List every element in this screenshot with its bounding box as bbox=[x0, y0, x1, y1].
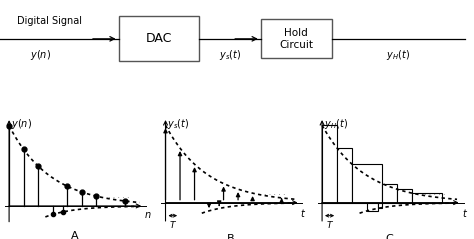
Text: $T$: $T$ bbox=[326, 219, 334, 230]
Text: $y_s(t)$: $y_s(t)$ bbox=[219, 48, 241, 62]
Text: $y(n)$: $y(n)$ bbox=[30, 48, 51, 62]
Bar bbox=[118, 16, 199, 61]
Text: B: B bbox=[227, 234, 235, 239]
Bar bbox=[378, 203, 382, 208]
Bar bbox=[337, 148, 352, 203]
Bar bbox=[352, 164, 382, 203]
Text: $y_H(t)$: $y_H(t)$ bbox=[386, 48, 410, 62]
Text: $y(n)$: $y(n)$ bbox=[10, 117, 31, 131]
Text: . . . . .: . . . . . bbox=[264, 188, 285, 197]
Text: $y_s(t)$: $y_s(t)$ bbox=[167, 117, 190, 131]
Bar bbox=[367, 203, 378, 211]
Text: A: A bbox=[71, 231, 78, 239]
Text: $y_H(t)$: $y_H(t)$ bbox=[324, 117, 347, 131]
Text: Hold
Circuit: Hold Circuit bbox=[279, 28, 313, 50]
Text: C: C bbox=[386, 234, 393, 239]
Text: . . . . .: . . . . . bbox=[108, 191, 129, 200]
Bar bbox=[397, 189, 412, 203]
Bar bbox=[382, 184, 397, 203]
Text: Digital Signal: Digital Signal bbox=[17, 16, 82, 26]
Bar bbox=[322, 125, 337, 203]
Text: $T$: $T$ bbox=[169, 219, 177, 230]
Text: $t$: $t$ bbox=[301, 207, 307, 219]
Bar bbox=[412, 193, 442, 203]
Bar bbox=[261, 19, 332, 58]
Text: $t$: $t$ bbox=[462, 207, 468, 219]
Text: DAC: DAC bbox=[146, 32, 172, 45]
Text: $n$: $n$ bbox=[144, 210, 152, 220]
Text: . . . . .: . . . . . bbox=[424, 188, 446, 197]
